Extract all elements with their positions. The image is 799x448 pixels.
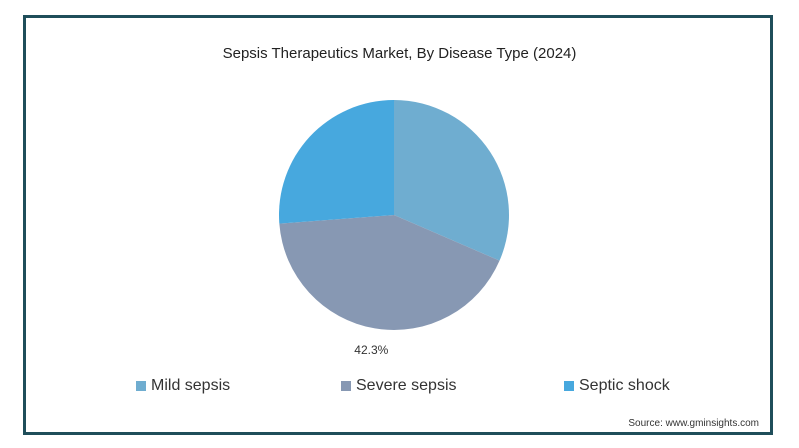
- legend-swatch: [564, 381, 574, 391]
- pie-labels: 42.3%: [354, 343, 388, 357]
- pie-slices: [279, 100, 509, 330]
- legend-swatch: [341, 381, 351, 391]
- pie-slice-severe-sepsis: [279, 215, 500, 330]
- legend-label: Septic shock: [579, 377, 670, 394]
- legend: Mild sepsis Severe sepsis Septic shock: [0, 377, 799, 397]
- pie-slice-septic-shock: [279, 100, 394, 224]
- legend-item-septic-shock: Septic shock: [564, 377, 670, 395]
- legend-swatch: [136, 381, 146, 391]
- pie-slice-mild-sepsis: [394, 100, 509, 261]
- legend-item-severe-sepsis: Severe sepsis: [341, 377, 457, 395]
- legend-label: Severe sepsis: [356, 377, 457, 394]
- legend-item-mild-sepsis: Mild sepsis: [136, 377, 230, 395]
- source-note: Source: www.gminsights.com: [628, 418, 759, 429]
- legend-label: Mild sepsis: [151, 377, 231, 394]
- pie-data-label: 42.3%: [354, 343, 388, 357]
- chart-title: Sepsis Therapeutics Market, By Disease T…: [222, 45, 577, 62]
